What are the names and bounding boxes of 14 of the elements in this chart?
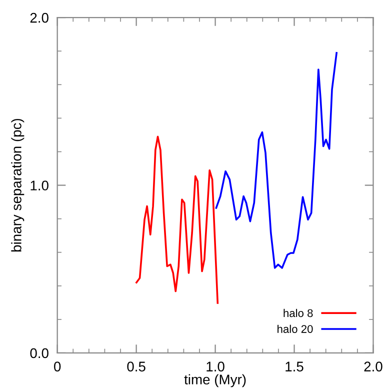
x-axis-title: time (Myr) [184, 374, 246, 388]
x-tick-label: 1.0 [206, 362, 224, 372]
legend-label: halo 20 [278, 324, 313, 333]
line-series [215, 52, 338, 269]
line-series [136, 136, 219, 304]
y-tick-label: 0.0 [30, 348, 48, 358]
legend-label: halo 8 [284, 308, 313, 318]
y-axis-title: binary separation (pc) [11, 118, 24, 252]
x-tick-label: 0.5 [127, 362, 146, 372]
x-tick-label: 2.0 [364, 362, 382, 372]
x-tick-label: 1.5 [286, 362, 304, 372]
y-tick-label: 2.0 [30, 12, 48, 23]
x-tick-label: 0 [54, 362, 61, 372]
y-tick-label: 1.0 [30, 180, 48, 190]
